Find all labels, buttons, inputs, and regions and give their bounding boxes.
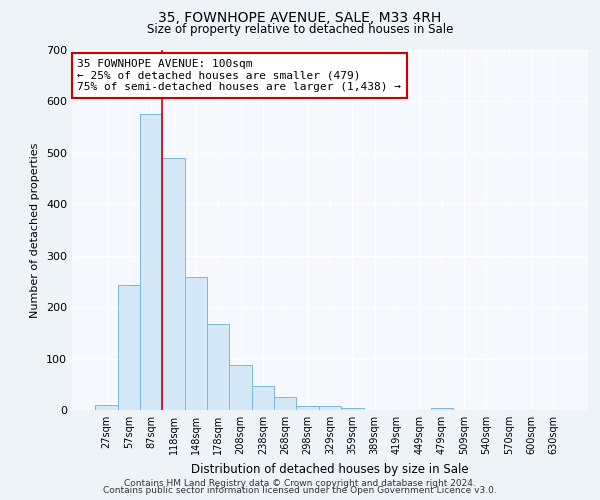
Bar <box>229 364 252 410</box>
Text: Size of property relative to detached houses in Sale: Size of property relative to detached ho… <box>147 22 453 36</box>
Bar <box>140 114 163 410</box>
Bar <box>207 324 229 410</box>
Bar <box>319 406 341 410</box>
Bar <box>95 405 118 410</box>
Bar <box>296 406 319 410</box>
Text: 35, FOWNHOPE AVENUE, SALE, M33 4RH: 35, FOWNHOPE AVENUE, SALE, M33 4RH <box>158 11 442 25</box>
Bar <box>341 408 364 410</box>
X-axis label: Distribution of detached houses by size in Sale: Distribution of detached houses by size … <box>191 462 469 475</box>
Bar <box>431 408 453 410</box>
Bar <box>185 278 207 410</box>
Bar <box>274 397 296 410</box>
Bar <box>163 158 185 410</box>
Bar <box>252 386 274 410</box>
Text: Contains public sector information licensed under the Open Government Licence v3: Contains public sector information licen… <box>103 486 497 495</box>
Text: Contains HM Land Registry data © Crown copyright and database right 2024.: Contains HM Land Registry data © Crown c… <box>124 478 476 488</box>
Bar <box>118 285 140 410</box>
Y-axis label: Number of detached properties: Number of detached properties <box>31 142 40 318</box>
Text: 35 FOWNHOPE AVENUE: 100sqm
← 25% of detached houses are smaller (479)
75% of sem: 35 FOWNHOPE AVENUE: 100sqm ← 25% of deta… <box>77 59 401 92</box>
